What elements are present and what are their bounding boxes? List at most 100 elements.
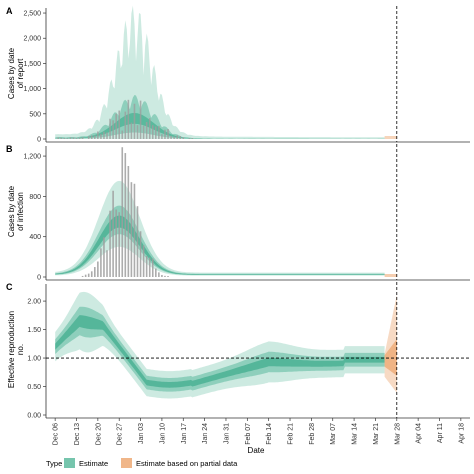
y-tick-label: 500	[29, 111, 41, 118]
bar	[81, 137, 84, 139]
y-tick-label: 0	[37, 137, 41, 144]
bar	[139, 100, 142, 139]
bar	[127, 99, 130, 139]
bar	[151, 125, 154, 139]
bar	[136, 206, 139, 277]
bar	[121, 147, 124, 277]
x-tick-label: Apr 11	[437, 423, 444, 443]
y-tick-label: 1.00	[27, 356, 41, 363]
bar	[97, 261, 99, 277]
bar	[60, 137, 63, 139]
bar	[164, 129, 166, 139]
y-axis-title: Effective reproductionno.	[7, 311, 25, 388]
bar	[106, 250, 108, 277]
y-tick-label: 800	[29, 194, 41, 201]
x-tick-label: Apr 04	[416, 423, 423, 444]
bar	[84, 274, 87, 277]
y-tick-label: 0	[37, 275, 41, 282]
bar	[176, 135, 178, 139]
x-tick-label: Feb 07	[245, 423, 252, 445]
bar	[94, 267, 96, 277]
band-20-estimate	[55, 315, 385, 388]
bar	[112, 120, 114, 139]
bar	[155, 126, 157, 139]
bar	[103, 237, 105, 277]
bar	[167, 276, 169, 277]
bar	[182, 137, 185, 139]
band-partial	[384, 274, 397, 277]
x-tick-label: Apr 18	[458, 423, 465, 444]
legend: Type Estimate Estimate based on partial …	[46, 458, 238, 468]
y-tick-label: 2,000	[23, 36, 41, 43]
bar	[63, 137, 66, 139]
bar	[133, 103, 136, 139]
panel-label: C	[6, 282, 13, 292]
bar	[155, 268, 157, 277]
panel-b: B 0 400 800 1,200 Cases by dateof infection	[6, 144, 470, 282]
y-tick-label: 0.50	[27, 384, 41, 391]
legend-swatch-estimate	[64, 458, 75, 468]
bar	[151, 258, 154, 277]
bar	[173, 136, 175, 139]
bar	[106, 132, 108, 139]
legend-label-partial: Estimate based on partial data	[136, 459, 238, 468]
bar	[170, 135, 172, 139]
bar	[90, 271, 93, 277]
x-tick-label: Feb 14	[266, 423, 273, 445]
bar	[167, 129, 169, 139]
x-tick-label: Jan 03	[138, 423, 145, 444]
bar	[124, 111, 127, 139]
bar	[142, 245, 145, 277]
band-partial	[384, 136, 397, 139]
x-tick-label: Feb 28	[309, 423, 316, 445]
y-tick-label: 1,200	[23, 154, 41, 161]
band-90-partial	[384, 294, 397, 393]
bar	[161, 274, 163, 277]
legend-title: Type	[46, 459, 62, 468]
x-tick-label: Mar 07	[330, 423, 337, 445]
x-tick-label: Jan 17	[181, 423, 188, 444]
bar	[139, 231, 142, 277]
bar	[158, 125, 160, 139]
bar	[69, 137, 72, 139]
bar	[130, 122, 133, 139]
legend-swatch-partial	[121, 458, 132, 468]
bar	[136, 125, 139, 139]
bar	[97, 131, 99, 139]
bar	[142, 125, 145, 139]
bar	[109, 118, 111, 139]
x-axis-title: Date	[248, 446, 265, 455]
x-tick-label: Jan 31	[223, 423, 230, 444]
x-tick-label: Feb 21	[288, 423, 295, 445]
bar	[90, 135, 93, 139]
y-tick-label: 2,500	[23, 11, 41, 18]
bar	[115, 209, 117, 277]
bar	[66, 138, 69, 139]
bar	[188, 138, 191, 139]
x-tick-label: Dec 27	[117, 423, 124, 445]
y-axis-title: Cases by dateof report	[7, 47, 25, 99]
legend-label-estimate: Estimate	[79, 459, 108, 468]
bar	[121, 130, 124, 139]
bar	[81, 275, 84, 277]
bar	[158, 272, 160, 277]
x-tick-label: Mar 21	[373, 423, 380, 445]
band-90-estimate	[55, 5, 385, 139]
bar	[112, 190, 114, 277]
bar	[164, 275, 166, 277]
bar	[145, 122, 148, 139]
bar	[100, 133, 102, 139]
bar	[127, 166, 130, 277]
bar	[124, 153, 127, 277]
y-axis-title: Cases by dateof infection	[7, 185, 25, 237]
bar	[118, 212, 121, 277]
band-50-estimate	[55, 306, 385, 392]
x-tick-label: Mar 14	[352, 423, 359, 445]
panel-label: A	[6, 6, 13, 16]
panel-label: B	[6, 144, 13, 154]
y-tick-label: 400	[29, 234, 41, 241]
bar	[78, 137, 81, 139]
bar	[118, 110, 121, 139]
bar	[72, 137, 75, 139]
